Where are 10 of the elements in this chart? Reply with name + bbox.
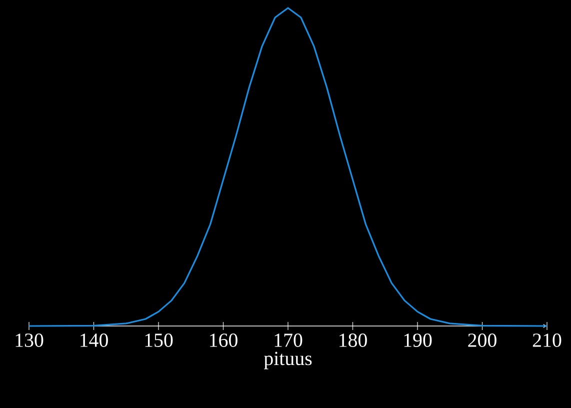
x-axis-title: pituus: [264, 352, 312, 370]
x-tick-label: 160: [210, 334, 238, 347]
x-tick-label: 170: [274, 334, 302, 347]
x-tick-label: 210: [532, 334, 562, 347]
x-tick-label: 150: [145, 334, 173, 347]
x-tick-label: 130: [16, 334, 44, 347]
x-tick-label: 190: [404, 334, 432, 347]
x-tick-label: 180: [340, 334, 367, 347]
x-tick-label: 140: [80, 334, 108, 347]
x-tick-label: 200: [468, 334, 496, 347]
